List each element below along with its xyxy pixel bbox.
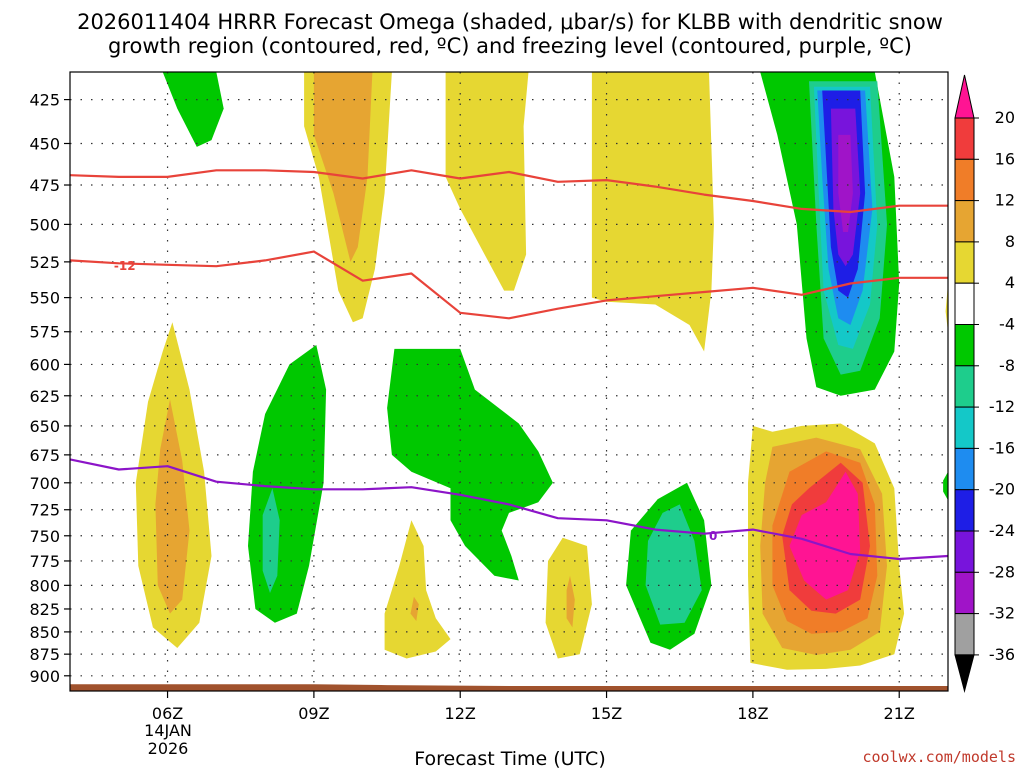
x-tick-label: 12Z [445, 704, 476, 723]
colorbar-label: -4 [999, 315, 1015, 334]
y-tick-label: 725 [29, 501, 60, 520]
omega-region-green-low-2 [387, 348, 553, 581]
freezing-level-label: 0 [709, 529, 717, 543]
colorbar-segment [954, 530, 975, 573]
x-tick-label: 18Z [737, 704, 768, 723]
colorbar-segment [954, 365, 975, 408]
colorbar-segment [954, 571, 975, 615]
y-tick-label: 525 [29, 253, 60, 272]
colorbar-segment [954, 324, 975, 367]
isotherm-label-minus12: -12 [114, 259, 136, 273]
colorbar-segment [954, 489, 975, 532]
colorbar-segment [954, 447, 975, 491]
date-label-day: 14JAN [144, 721, 192, 740]
y-tick-label: 425 [29, 91, 60, 110]
chart-title-line-2: growth region (contoured, red, ºC) and f… [108, 34, 912, 58]
y-tick-label: 550 [29, 289, 60, 308]
y-tick-label: 825 [29, 600, 60, 619]
omega-region-yellow-top-2 [445, 72, 529, 291]
contour-line-3 [70, 458, 948, 561]
y-tick-label: 575 [29, 323, 60, 342]
colorbar-segment [954, 282, 975, 326]
omega-region-orange-low-1 [155, 399, 190, 614]
omega-shading [135, 72, 948, 670]
omega-region-yellow-low-2 [384, 520, 451, 659]
omega-region-violet-top-right [838, 134, 853, 232]
y-tick-label: 475 [29, 176, 60, 195]
omega-region-magenta-low-4 [789, 471, 861, 600]
y-tick-label: 850 [29, 623, 60, 642]
colorbar-label: -20 [989, 480, 1015, 499]
y-tick-label: 625 [29, 387, 60, 406]
x-axis: 06Z 09Z 12Z 15Z 18Z 21Z [152, 691, 915, 723]
colorbar-top-arrow [954, 74, 975, 119]
x-tick-label: 09Z [298, 704, 329, 723]
colorbar-bottom-arrow [954, 654, 975, 693]
y-tick-label: 500 [29, 215, 60, 234]
colorbar-segment [954, 200, 975, 243]
date-label-year: 2026 [148, 739, 189, 758]
colorbar-segment [954, 406, 975, 449]
colorbar: 20 16 12 8 4 -4 -8 -12 -16 -20 -24 -28 -32 -36 [954, 74, 1015, 693]
contour-line-2 [70, 250, 948, 320]
omega-region-teal-low-1 [262, 488, 280, 593]
y-tick-label: 700 [29, 474, 60, 493]
omega-region-orange-low-3 [566, 575, 575, 628]
terrain [70, 684, 948, 691]
grid-lines [70, 72, 948, 691]
chart-title-line-1: 2026011404 HRRR Forecast Omega (shaded, … [77, 10, 943, 34]
y-tick-label: 750 [29, 527, 60, 546]
colorbar-label: -12 [989, 397, 1015, 416]
y-tick-label: 800 [29, 576, 60, 595]
plot-frame [69, 71, 949, 692]
terrain-surface [70, 684, 948, 691]
x-tick-label: 15Z [591, 704, 622, 723]
colorbar-label: -28 [989, 562, 1015, 581]
omega-region-green-right-edge [943, 471, 948, 501]
x-tick-label: 06Z [152, 704, 183, 723]
colorbar-label: 4 [1005, 273, 1015, 292]
contour-line-1 [70, 169, 948, 214]
colorbar-label: -8 [999, 356, 1015, 375]
colorbar-segment [954, 613, 975, 656]
omega-region-yellow-top-3 [591, 72, 714, 352]
y-tick-label: 775 [29, 552, 60, 571]
colorbar-label: -32 [989, 604, 1015, 623]
colorbar-label: -36 [989, 645, 1015, 664]
omega-region-orange-low-2 [410, 596, 419, 621]
colorbar-segment [954, 241, 975, 284]
y-tick-label: 650 [29, 417, 60, 436]
y-tick-label: 875 [29, 645, 60, 664]
contour-lines: -12 0 [70, 169, 948, 561]
y-tick-label: 450 [29, 134, 60, 153]
colorbar-label: 12 [995, 191, 1015, 210]
x-axis-title: Forecast Time (UTC) [414, 748, 605, 768]
colorbar-segment [954, 117, 975, 160]
colorbar-label: -24 [989, 521, 1015, 540]
colorbar-label: 20 [995, 108, 1015, 127]
omega-region-teal-low-3 [645, 504, 702, 625]
omega-region-orange-top-1 [313, 72, 373, 262]
colorbar-segment [954, 158, 975, 202]
colorbar-label: -16 [989, 438, 1015, 457]
y-tick-label: 900 [29, 667, 60, 686]
x-tick-label: 21Z [884, 704, 915, 723]
colorbar-label: 16 [995, 149, 1015, 168]
credit-text: coolwx.com/models [862, 748, 1016, 766]
y-tick-label: 600 [29, 355, 60, 374]
colorbar-label: 8 [1005, 232, 1015, 251]
omega-region-green-top-left [162, 72, 224, 147]
y-axis: 425 450 475 500 525 550 575 600 625 650 675 700 725 7… [29, 91, 70, 686]
y-tick-label: 675 [29, 446, 60, 465]
